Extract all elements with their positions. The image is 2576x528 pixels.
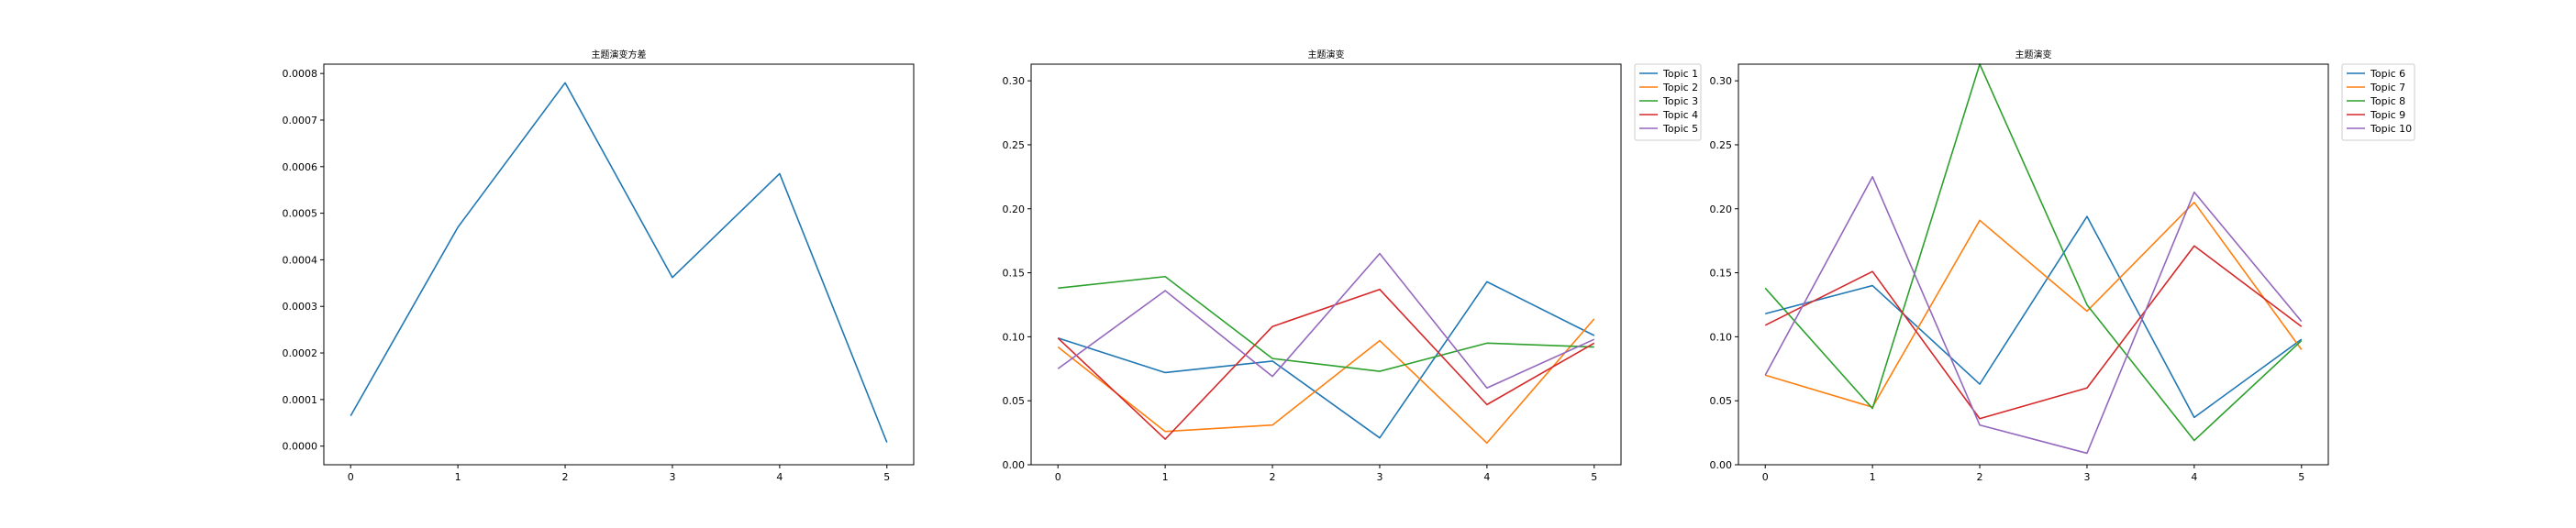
x-tick-label: 1 bbox=[1162, 471, 1169, 483]
y-tick-label: 0.0001 bbox=[283, 394, 318, 406]
y-tick-label: 0.0008 bbox=[283, 68, 318, 80]
x-tick-label: 3 bbox=[669, 471, 675, 483]
chart-panel-2: 主题演变 0 1 2 3 4 5 0.00 0.05 0.10 0.15 0.20 0.25 0.30 To… bbox=[1003, 49, 1702, 483]
x-tick-label: 5 bbox=[1591, 471, 1597, 483]
legend-label: Topic 6 bbox=[2370, 68, 2405, 80]
legend-label: Topic 2 bbox=[1662, 82, 1698, 94]
y-tick-label: 0.00 bbox=[1710, 459, 1733, 471]
legend-label: Topic 10 bbox=[2370, 123, 2412, 135]
axes-frame bbox=[1030, 63, 1622, 466]
y-tick-label: 0.0000 bbox=[283, 441, 318, 453]
legend-label: Topic 1 bbox=[1662, 68, 1698, 80]
x-tick-label: 2 bbox=[1270, 471, 1276, 483]
x-tick-label: 0 bbox=[348, 471, 354, 483]
chart-title: 主题演变 bbox=[1308, 49, 1345, 60]
legend-box bbox=[2341, 63, 2415, 141]
x-tick-label: 4 bbox=[1483, 471, 1490, 483]
y-tick-label: 0.25 bbox=[1710, 139, 1733, 151]
legend-label: Topic 4 bbox=[1662, 109, 1698, 121]
legend-box bbox=[1634, 63, 1702, 141]
series-line-topic-10 bbox=[1764, 176, 2303, 455]
y-tick-label: 0.05 bbox=[1003, 395, 1026, 407]
x-tick-label: 3 bbox=[1376, 471, 1382, 483]
chart-panel-3: 主题演变 0 1 2 3 4 5 0.00 0.05 0.10 0.15 0.20 0.25 0.30 To… bbox=[1710, 49, 2415, 483]
series-line-topic-7 bbox=[1765, 201, 2303, 408]
y-tick-label: 0.30 bbox=[1003, 75, 1026, 87]
y-tick-label: 0.00 bbox=[1003, 459, 1026, 471]
series-line-topic-5 bbox=[1057, 252, 1595, 390]
y-tick-label: 0.10 bbox=[1003, 331, 1026, 343]
y-tick-label: 0.05 bbox=[1710, 395, 1733, 407]
x-tick-label: 1 bbox=[1870, 471, 1876, 483]
y-tick-label: 0.15 bbox=[1003, 268, 1026, 280]
chart-title: 主题演变 bbox=[2015, 49, 2052, 60]
y-tick-label: 0.0003 bbox=[283, 301, 318, 313]
x-tick-label: 4 bbox=[776, 471, 783, 483]
y-tick-label: 0.30 bbox=[1710, 75, 1733, 87]
legend-label: Topic 7 bbox=[2370, 82, 2405, 94]
y-tick-label: 0.20 bbox=[1710, 204, 1733, 215]
legend-label: Topic 3 bbox=[1662, 95, 1698, 107]
y-tick-label: 0.20 bbox=[1003, 204, 1026, 215]
chart-title: 主题演变方差 bbox=[592, 49, 647, 60]
series-line-topic-4 bbox=[1057, 288, 1595, 440]
series-line-topic-2 bbox=[1057, 318, 1595, 445]
y-tick-label: 0.0002 bbox=[283, 347, 318, 359]
x-tick-label: 5 bbox=[2298, 471, 2304, 483]
x-tick-label: 1 bbox=[455, 471, 461, 483]
series-line-topic-3 bbox=[1058, 275, 1594, 372]
x-tick-label: 2 bbox=[1977, 471, 1983, 483]
x-tick-label: 0 bbox=[1055, 471, 1061, 483]
y-tick-label: 0.0007 bbox=[283, 115, 318, 126]
x-tick-label: 4 bbox=[2191, 471, 2197, 483]
y-tick-label: 0.0005 bbox=[283, 208, 318, 220]
y-tick-label: 0.0004 bbox=[283, 254, 318, 266]
axes-frame bbox=[323, 63, 915, 466]
x-tick-label: 3 bbox=[2083, 471, 2090, 483]
series-line-topic-9 bbox=[1764, 245, 2303, 420]
y-tick-label: 0.25 bbox=[1003, 139, 1026, 151]
x-tick-label: 2 bbox=[562, 471, 569, 483]
y-tick-label: 0.15 bbox=[1710, 268, 1733, 280]
y-tick-label: 0.0006 bbox=[283, 161, 318, 173]
series-line-1 bbox=[350, 82, 888, 443]
x-tick-label: 5 bbox=[883, 471, 890, 483]
x-tick-label: 0 bbox=[1762, 471, 1769, 483]
series-line-topic-6 bbox=[1765, 215, 2303, 419]
legend-label: Topic 8 bbox=[2370, 95, 2405, 107]
legend-label: Topic 9 bbox=[2370, 109, 2405, 121]
legend-label: Topic 5 bbox=[1662, 123, 1698, 135]
chart-panel-1: 主题演变方差 0 1 2 3 4 5 0.0000 0.0001 0.0002 0.0003 0.00… bbox=[283, 49, 915, 483]
series-line-topic-1 bbox=[1057, 280, 1595, 439]
axes-frame bbox=[1738, 63, 2329, 466]
series-line-topic-8 bbox=[1764, 63, 2303, 442]
y-tick-label: 0.10 bbox=[1710, 331, 1733, 343]
